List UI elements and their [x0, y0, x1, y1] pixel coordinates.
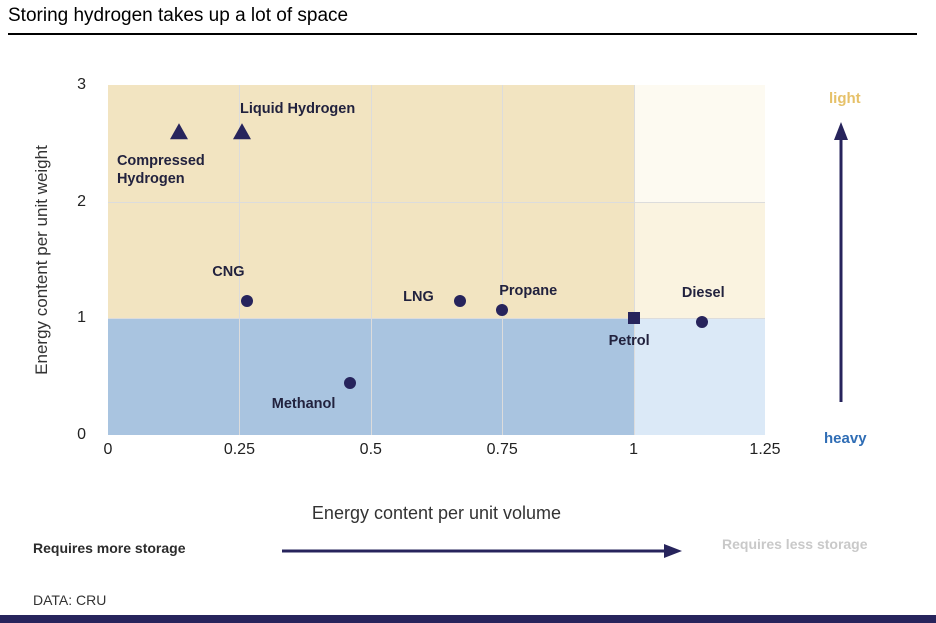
gridline-horizontal	[108, 201, 765, 203]
y-tick-label: 0	[77, 426, 86, 443]
y-axis-label: Energy content per unit weight	[32, 145, 51, 375]
point-label-diesel: Diesel	[681, 284, 725, 301]
light-label: light	[829, 90, 861, 107]
point-label-petrol: Petrol	[608, 333, 650, 350]
gridline-vertical	[239, 85, 241, 435]
point-methanol	[343, 376, 356, 389]
x-tick-label: 0.5	[359, 441, 382, 458]
point-cng	[241, 294, 254, 307]
point-label-methanol: Methanol	[271, 395, 336, 412]
gridline-vertical	[370, 85, 372, 435]
y-tick-label: 2	[77, 192, 86, 210]
quadrant-region	[633, 318, 765, 435]
gridline-vertical	[633, 85, 635, 435]
x-tick-label: 0.25	[223, 441, 255, 458]
y-axis-tick-labels: 0 1 2 3	[56, 76, 100, 443]
point-compressed-hydrogen	[169, 122, 188, 139]
gridline-horizontal	[108, 318, 765, 320]
x-tick-label: 0	[103, 441, 113, 458]
storage-direction-arrow-icon	[282, 544, 682, 558]
light-heavy-arrow-icon	[834, 122, 848, 402]
y-tick-label: 3	[77, 76, 86, 93]
point-label-lng: LNG	[403, 288, 434, 305]
y-tick-label: 1	[77, 309, 86, 327]
bottom-accent-bar	[0, 615, 936, 623]
plot-area: Compressed Hydrogen Liquid Hydrogen CNG LNG…	[108, 85, 765, 435]
point-liquid-hydrogen	[233, 122, 252, 139]
point-label-propane: Propane	[499, 283, 558, 300]
point-lng	[454, 294, 467, 307]
x-axis-tick-labels: 0 0.25 0.5 0.75 1 1.25	[104, 441, 781, 463]
requires-less-storage-label: Requires less storage	[722, 536, 868, 552]
x-tick-label: 0.75	[486, 441, 518, 458]
gridline-vertical	[502, 85, 504, 435]
quadrant-region	[633, 85, 765, 202]
point-label-cng: CNG	[212, 263, 245, 280]
point-label-liquid-hydrogen: Liquid Hydrogen	[240, 100, 356, 117]
point-petrol	[627, 312, 640, 325]
page-title: Storing hydrogen takes up a lot of space	[8, 5, 349, 26]
point-label-compressed-hydrogen: Compressed Hydrogen	[116, 152, 205, 187]
requires-more-storage-label: Requires more storage	[33, 540, 186, 556]
data-source: DATA: CRU	[33, 592, 107, 608]
x-tick-label: 1	[629, 441, 639, 458]
heavy-label: heavy	[824, 430, 867, 447]
title-underline	[8, 33, 917, 35]
x-tick-label: 1.25	[749, 441, 781, 458]
point-diesel	[695, 315, 708, 328]
x-axis-label: Energy content per unit volume	[311, 503, 562, 523]
point-propane	[496, 304, 509, 317]
quadrant-region	[633, 201, 765, 319]
